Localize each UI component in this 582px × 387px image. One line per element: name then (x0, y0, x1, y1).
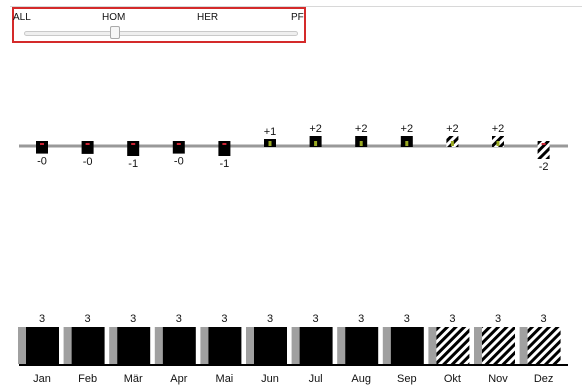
bar-shadow (382, 327, 391, 364)
deviation-marker (172, 141, 185, 154)
deviation-indicator (222, 143, 227, 145)
deviation-indicator (405, 141, 409, 146)
deviation-chart: -0 -0 -1 -0 -1 +1 +2 +2 +2 +2 +2 -2 (19, 123, 568, 173)
bar-shadow (154, 327, 163, 364)
bar-value-label: 3 (313, 313, 319, 325)
deviation-marker (36, 141, 48, 154)
bar-shadow (109, 327, 118, 364)
deviation-label: -0 (37, 156, 47, 168)
deviation-indicator (131, 143, 136, 145)
bar-shadow (18, 327, 26, 364)
deviation-marker (81, 141, 94, 154)
deviation-label: -0 (83, 156, 93, 168)
bar-shadow (63, 327, 72, 364)
bar-value-label: 3 (404, 313, 410, 325)
deviation-label: +2 (309, 123, 322, 135)
bar-value-label: 3 (221, 313, 227, 325)
month-tick-label: Okt (444, 373, 461, 385)
deviation-indicator (268, 141, 272, 146)
deviation-indicator (496, 141, 500, 146)
deviation-label: -1 (128, 158, 138, 170)
deviation-indicator (450, 141, 454, 146)
filter-slider-thumb[interactable] (110, 26, 120, 39)
bar-shadow (246, 327, 254, 364)
month-tick-label: Feb (78, 373, 97, 385)
monthly-bar (117, 327, 151, 364)
deviation-label: -0 (174, 156, 184, 168)
deviation-indicator (359, 141, 363, 146)
bar-shadow (428, 327, 437, 364)
bar-shadow (337, 327, 346, 364)
month-tick-label: Aug (351, 373, 371, 385)
deviation-label: -2 (539, 161, 549, 173)
category-filter[interactable]: ALL HOM HER PF (12, 7, 306, 43)
monthly-bar (26, 327, 59, 364)
filter-label-pf[interactable]: PF (291, 12, 304, 23)
bar-shadow (519, 327, 528, 364)
bar-value-label: 3 (541, 313, 547, 325)
bar-value-label: 3 (267, 313, 273, 325)
deviation-label: +2 (401, 123, 414, 135)
month-tick-label: Dez (534, 373, 554, 385)
monthly-bar (71, 327, 105, 364)
monthly-bar (254, 327, 287, 364)
deviation-marker (537, 141, 550, 159)
monthly-bar (299, 327, 333, 364)
monthly-bar (390, 327, 424, 364)
deviation-label: +2 (492, 123, 505, 135)
filter-label-hom[interactable]: HOM (102, 12, 126, 23)
deviation-indicator (40, 143, 44, 145)
bar-shadow (474, 327, 482, 364)
deviation-indicator (176, 143, 181, 145)
bar-value-label: 3 (130, 313, 136, 325)
month-tick-label: Jan (33, 373, 51, 385)
month-tick-label: Mär (124, 373, 143, 385)
deviation-label: +2 (355, 123, 368, 135)
month-tick-label: Jun (261, 373, 279, 385)
month-tick-label: Jul (309, 373, 323, 385)
bar-value-label: 3 (358, 313, 364, 325)
filter-label-her[interactable]: HER (197, 12, 219, 23)
deviation-marker (218, 141, 231, 156)
monthly-bar-chart: 3 Jan 3 Feb 3 Mär 3 Apr 3 Mai 3 Jun 3 Jul 3 Aug 3 Sep 3 Okt… (18, 313, 568, 385)
month-tick-label: Apr (170, 373, 187, 385)
bar-value-label: 3 (176, 313, 182, 325)
deviation-indicator (541, 143, 546, 145)
month-tick-label: Sep (397, 373, 417, 385)
filter-label-all[interactable]: ALL (13, 12, 31, 23)
monthly-bar (345, 327, 379, 364)
month-tick-label: Nov (488, 373, 508, 385)
monthly-bar (527, 327, 561, 364)
deviation-indicator (85, 143, 90, 145)
filter-slider-track[interactable] (24, 31, 298, 36)
bar-value-label: 3 (449, 313, 455, 325)
deviation-indicator (314, 141, 318, 146)
deviation-label: -1 (220, 158, 230, 170)
deviation-marker (127, 141, 140, 156)
bar-shadow (200, 327, 209, 364)
top-divider (10, 6, 582, 7)
deviation-label: +2 (446, 123, 459, 135)
deviation-label: +1 (264, 126, 277, 138)
bar-value-label: 3 (495, 313, 501, 325)
bar-value-label: 3 (39, 313, 45, 325)
bar-shadow (291, 327, 300, 364)
month-tick-label: Mai (216, 373, 234, 385)
monthly-bar (436, 327, 470, 364)
bar-value-label: 3 (85, 313, 91, 325)
monthly-bar (482, 327, 515, 364)
monthly-bar (162, 327, 196, 364)
monthly-bar (208, 327, 242, 364)
